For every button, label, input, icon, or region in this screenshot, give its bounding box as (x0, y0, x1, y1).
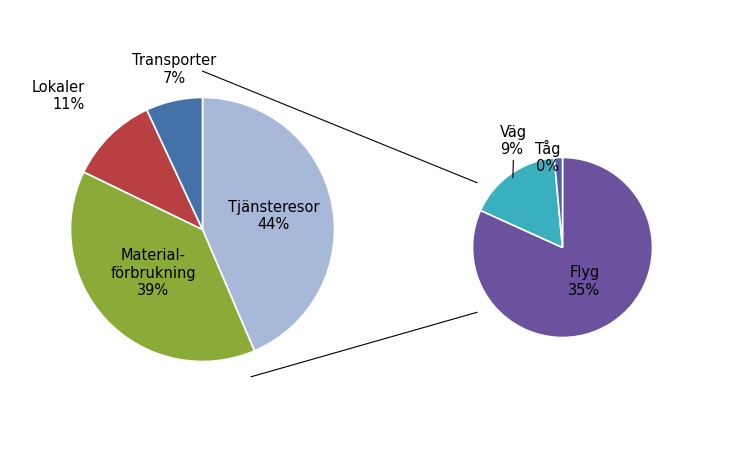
Text: Material-
förbrukning
39%: Material- förbrukning 39% (110, 248, 196, 298)
Text: Väg
9%: Väg 9% (500, 125, 527, 178)
Wedge shape (84, 110, 203, 230)
Wedge shape (70, 172, 254, 361)
Wedge shape (481, 158, 562, 248)
Wedge shape (147, 98, 202, 230)
Wedge shape (472, 158, 652, 338)
Text: Lokaler
11%: Lokaler 11% (32, 80, 85, 112)
Text: Tjänsteresor
44%: Tjänsteresor 44% (228, 200, 320, 232)
Wedge shape (554, 158, 562, 248)
Wedge shape (202, 98, 334, 351)
Text: Flyg
35%: Flyg 35% (568, 266, 601, 298)
Text: Transporter
7%: Transporter 7% (133, 54, 217, 86)
Text: Tåg
0%: Tåg 0% (536, 140, 561, 174)
